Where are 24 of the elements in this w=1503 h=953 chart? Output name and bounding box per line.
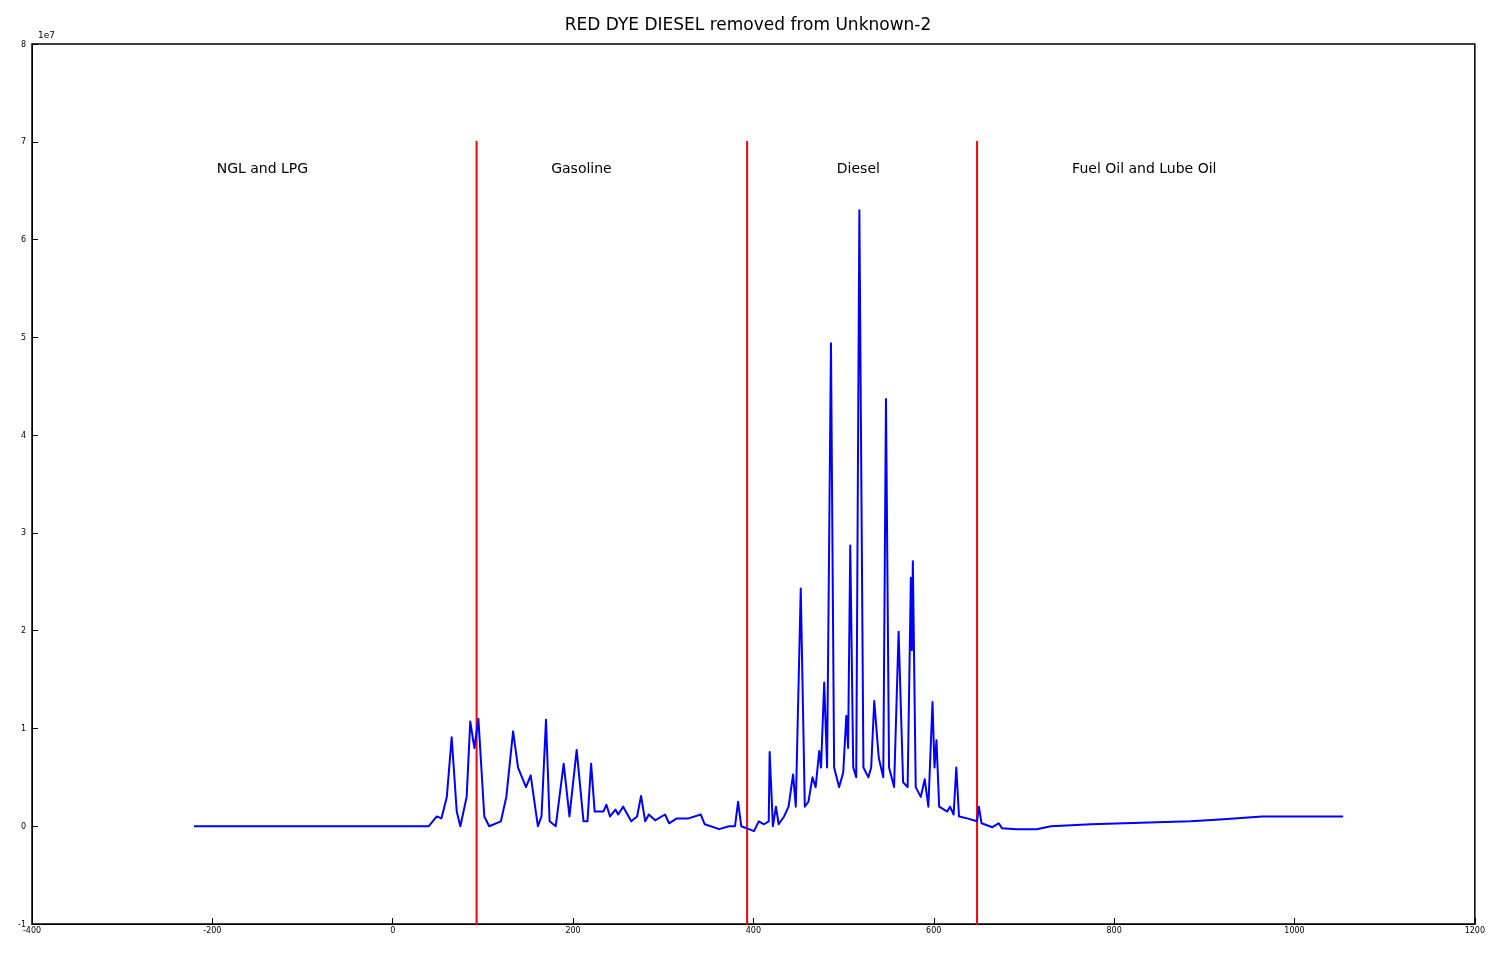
line-series [193, 209, 1344, 833]
x-tick-label: 600 [926, 925, 942, 935]
x-tick-label: 1000 [1284, 925, 1305, 935]
annotation: Fuel Oil and Lube Oil [1072, 160, 1217, 176]
y-tick-label: 0 [20, 821, 26, 831]
x-tick-label: 0 [390, 925, 396, 935]
y-tick-label: 3 [20, 528, 26, 538]
y-tick-label: 8 [20, 39, 26, 49]
x-tick-label: 200 [565, 925, 581, 935]
y-tick-label: 6 [20, 235, 26, 245]
text: 1e7 [38, 29, 55, 40]
annotation: Gasoline [551, 160, 612, 176]
annotation: NGL and LPG [216, 160, 309, 176]
y-tick-label: 5 [20, 332, 26, 342]
x-tick-label: 400 [745, 925, 762, 935]
y-tick-label: 4 [20, 430, 26, 440]
y-tick-label: 1 [20, 723, 26, 733]
chart-title: RED DYE DIESEL removed from Unknown-2 [564, 13, 932, 34]
y-tick-label: 2 [20, 626, 26, 636]
x-tick-label: -200 [203, 925, 222, 935]
annotation: Diesel [836, 160, 880, 176]
y-tick-label: 7 [20, 137, 26, 147]
x-tick-label: 800 [1106, 925, 1122, 935]
x-tick-label: 1200 [1464, 925, 1485, 935]
